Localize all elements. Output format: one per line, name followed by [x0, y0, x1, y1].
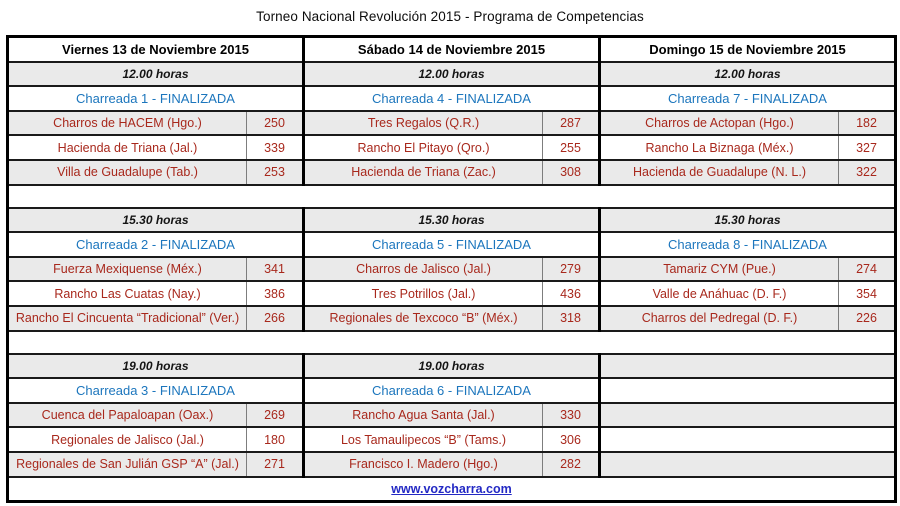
session-time: 12.00 horas: [7, 60, 304, 87]
team-score: 339: [246, 134, 304, 160]
footer-cell: www.vozcharra.com: [7, 475, 896, 502]
team-score: 322: [837, 158, 896, 185]
team-name: Rancho El Cincuenta “Tradicional” (Ver.): [7, 304, 247, 331]
team-name: Hacienda de Triana (Zac.): [302, 158, 543, 185]
team-name: Cuenca del Papaloapan (Oax.): [7, 401, 247, 428]
session-time-row: 12.00 horas 12.00 horas 12.00 horas: [7, 60, 896, 87]
schedule-table: Viernes 13 de Noviembre 2015 Sábado 14 d…: [6, 35, 898, 504]
day-header-saturday: Sábado 14 de Noviembre 2015: [302, 35, 600, 62]
event-status: Charreada 1 - FINALIZADA: [7, 85, 304, 111]
event-status-row: Charreada 1 - FINALIZADA Charreada 4 - F…: [7, 85, 896, 111]
team-score: 330: [542, 401, 600, 428]
team-name: Regionales de Jalisco (Jal.): [7, 426, 247, 452]
empty-event-cell: [597, 377, 896, 403]
team-name: Charros de Jalisco (Jal.): [302, 255, 543, 282]
event-status-row: Charreada 2 - FINALIZADA Charreada 5 - F…: [7, 231, 896, 257]
team-score: 386: [246, 280, 304, 306]
team-score: 308: [542, 158, 600, 185]
session-time-row: 19.00 horas 19.00 horas: [7, 352, 896, 379]
team-name: Rancho El Pitayo (Qro.): [302, 134, 543, 160]
team-row: Cuenca del Papaloapan (Oax.) 269 Rancho …: [7, 401, 896, 428]
event-status: Charreada 3 - FINALIZADA: [7, 377, 304, 403]
event-status: Charreada 6 - FINALIZADA: [302, 377, 600, 403]
empty-team-cell: [597, 401, 896, 428]
team-score: 269: [246, 401, 304, 428]
team-row: Rancho El Cincuenta “Tradicional” (Ver.)…: [7, 304, 896, 331]
session-time: 19.00 horas: [302, 352, 600, 379]
session-time: 19.00 horas: [7, 352, 304, 379]
empty-team-cell: [597, 450, 896, 477]
team-row: Villa de Guadalupe (Tab.) 253 Hacienda d…: [7, 158, 896, 185]
event-status: Charreada 5 - FINALIZADA: [302, 231, 600, 257]
session-time: 15.30 horas: [7, 206, 304, 233]
day-header-row: Viernes 13 de Noviembre 2015 Sábado 14 d…: [7, 35, 896, 62]
spacer-cell: [7, 329, 896, 354]
team-name: Rancho La Biznaga (Méx.): [598, 134, 839, 160]
section-spacer: [7, 329, 896, 354]
team-name: Rancho Las Cuatas (Nay.): [7, 280, 247, 306]
team-score: 250: [246, 109, 304, 136]
team-name: Tres Potrillos (Jal.): [302, 280, 543, 306]
team-score: 274: [837, 255, 896, 282]
team-score: 182: [837, 109, 896, 136]
team-score: 255: [542, 134, 600, 160]
team-score: 318: [542, 304, 600, 331]
team-row: Regionales de San Julián GSP “A” (Jal.) …: [7, 450, 896, 477]
team-score: 341: [246, 255, 304, 282]
session-time: 12.00 horas: [597, 60, 896, 87]
team-row: Hacienda de Triana (Jal.) 339 Rancho El …: [7, 134, 896, 160]
empty-team-cell: [597, 426, 896, 452]
event-status: Charreada 4 - FINALIZADA: [302, 85, 600, 111]
spacer-cell: [7, 183, 896, 208]
team-score: 327: [837, 134, 896, 160]
team-name: Villa de Guadalupe (Tab.): [7, 158, 247, 185]
team-name: Rancho Agua Santa (Jal.): [302, 401, 543, 428]
session-time: 12.00 horas: [302, 60, 600, 87]
team-score: 354: [837, 280, 896, 306]
team-score: 271: [246, 450, 304, 477]
team-name: Tres Regalos (Q.R.): [302, 109, 543, 136]
team-score: 306: [542, 426, 600, 452]
footer-row: www.vozcharra.com: [7, 475, 896, 502]
team-name: Charros de HACEM (Hgo.): [7, 109, 247, 136]
team-name: Francisco I. Madero (Hgo.): [302, 450, 543, 477]
footer-link[interactable]: www.vozcharra.com: [391, 481, 512, 496]
team-score: 282: [542, 450, 600, 477]
session-time: 15.30 horas: [302, 206, 600, 233]
team-name: Los Tamaulipecos “B” (Tams.): [302, 426, 543, 452]
event-status: Charreada 2 - FINALIZADA: [7, 231, 304, 257]
team-row: Charros de HACEM (Hgo.) 250 Tres Regalos…: [7, 109, 896, 136]
day-header-sunday: Domingo 15 de Noviembre 2015: [597, 35, 896, 62]
team-name: Charros del Pedregal (D. F.): [598, 304, 839, 331]
team-name: Hacienda de Triana (Jal.): [7, 134, 247, 160]
event-status-row: Charreada 3 - FINALIZADA Charreada 6 - F…: [7, 377, 896, 403]
page-title: Torneo Nacional Revolución 2015 - Progra…: [256, 9, 644, 24]
team-score: 436: [542, 280, 600, 306]
team-name: Hacienda de Guadalupe (N. L.): [598, 158, 839, 185]
event-status: Charreada 8 - FINALIZADA: [597, 231, 896, 257]
team-row: Fuerza Mexiquense (Méx.) 341 Charros de …: [7, 255, 896, 282]
team-name: Charros de Actopan (Hgo.): [598, 109, 839, 136]
day-header-friday: Viernes 13 de Noviembre 2015: [7, 35, 304, 62]
event-status: Charreada 7 - FINALIZADA: [597, 85, 896, 111]
team-score: 226: [837, 304, 896, 331]
team-row: Rancho Las Cuatas (Nay.) 386 Tres Potril…: [7, 280, 896, 306]
section-spacer: [7, 183, 896, 208]
session-time-row: 15.30 horas 15.30 horas 15.30 horas: [7, 206, 896, 233]
team-name: Tamariz CYM (Pue.): [598, 255, 839, 282]
team-name: Regionales de Texcoco “B” (Méx.): [302, 304, 543, 331]
team-score: 180: [246, 426, 304, 452]
team-score: 266: [246, 304, 304, 331]
team-score: 287: [542, 109, 600, 136]
team-name: Regionales de San Julián GSP “A” (Jal.): [7, 450, 247, 477]
empty-time-cell: [597, 352, 896, 379]
team-score: 253: [246, 158, 304, 185]
session-time: 15.30 horas: [597, 206, 896, 233]
team-name: Valle de Anáhuac (D. F.): [598, 280, 839, 306]
team-row: Regionales de Jalisco (Jal.) 180 Los Tam…: [7, 426, 896, 452]
team-score: 279: [542, 255, 600, 282]
team-name: Fuerza Mexiquense (Méx.): [7, 255, 247, 282]
